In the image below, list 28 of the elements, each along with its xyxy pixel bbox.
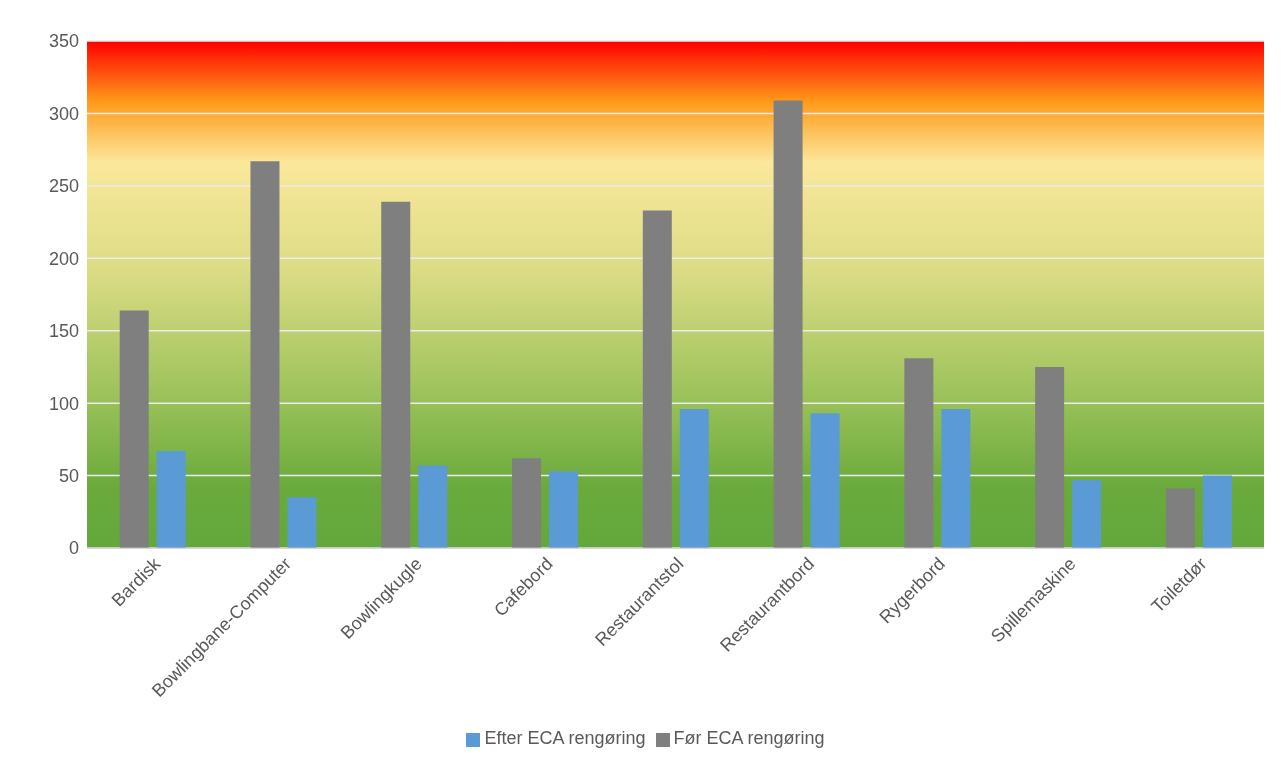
y-tick-label: 50 <box>58 465 79 486</box>
bar <box>773 100 803 548</box>
y-tick-label: 0 <box>68 538 79 559</box>
bar <box>549 471 579 548</box>
legend-label: Før ECA rengøring <box>673 728 825 748</box>
y-tick-label: 200 <box>48 248 79 269</box>
bar <box>418 465 448 548</box>
y-tick-label: 350 <box>48 31 79 52</box>
bar <box>810 413 840 548</box>
bar <box>679 408 709 548</box>
bar <box>250 161 280 548</box>
bar <box>642 210 672 548</box>
bar <box>156 450 186 548</box>
bar <box>904 358 934 548</box>
bar <box>287 497 317 548</box>
bar <box>1202 475 1232 548</box>
bar <box>119 310 149 548</box>
bar <box>941 408 971 548</box>
bar <box>512 458 542 548</box>
bar <box>381 201 411 548</box>
y-tick-label: 300 <box>48 103 79 124</box>
y-tick-label: 250 <box>48 176 79 197</box>
bar <box>1035 366 1065 548</box>
y-tick-label: 150 <box>48 321 79 342</box>
legend-label: Efter ECA rengøring <box>484 728 646 748</box>
bar <box>1072 479 1102 548</box>
y-tick-label: 100 <box>48 393 79 414</box>
bar <box>1165 488 1195 548</box>
